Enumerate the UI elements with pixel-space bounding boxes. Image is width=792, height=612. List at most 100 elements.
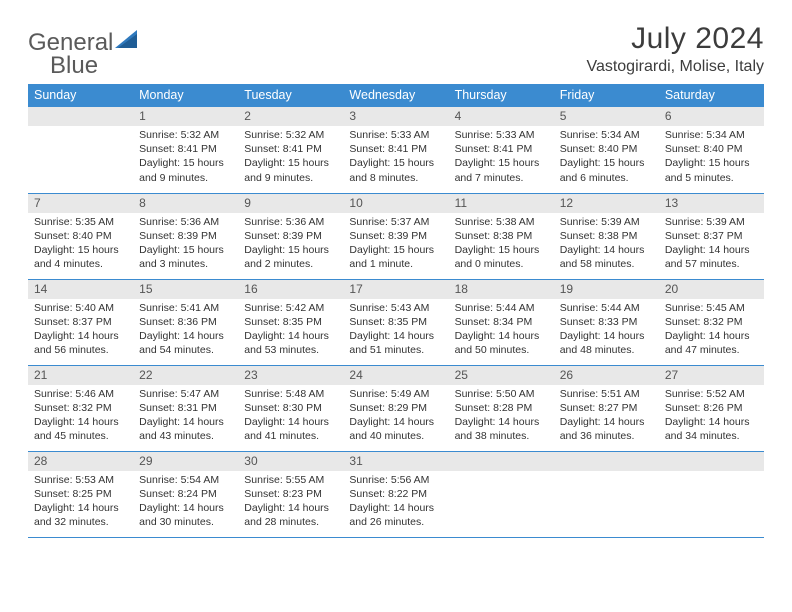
weekday-header: Saturday <box>659 84 764 107</box>
day-number: 27 <box>659 366 764 385</box>
day-number: 28 <box>28 452 133 471</box>
calendar-cell: 26Sunrise: 5:51 AMSunset: 8:27 PMDayligh… <box>554 365 659 451</box>
calendar-cell: 6Sunrise: 5:34 AMSunset: 8:40 PMDaylight… <box>659 107 764 193</box>
day-details: Sunrise: 5:42 AMSunset: 8:35 PMDaylight:… <box>238 299 343 362</box>
day-details: Sunrise: 5:32 AMSunset: 8:41 PMDaylight:… <box>238 126 343 189</box>
weekday-header: Friday <box>554 84 659 107</box>
weekday-header-row: SundayMondayTuesdayWednesdayThursdayFrid… <box>28 84 764 107</box>
location: Vastogirardi, Molise, Italy <box>586 58 764 76</box>
calendar-cell: 25Sunrise: 5:50 AMSunset: 8:28 PMDayligh… <box>449 365 554 451</box>
day-details: Sunrise: 5:35 AMSunset: 8:40 PMDaylight:… <box>28 213 133 276</box>
day-number: 6 <box>659 107 764 126</box>
day-details: Sunrise: 5:56 AMSunset: 8:22 PMDaylight:… <box>343 471 448 534</box>
day-details: Sunrise: 5:53 AMSunset: 8:25 PMDaylight:… <box>28 471 133 534</box>
day-details: Sunrise: 5:39 AMSunset: 8:37 PMDaylight:… <box>659 213 764 276</box>
calendar-cell: 12Sunrise: 5:39 AMSunset: 8:38 PMDayligh… <box>554 193 659 279</box>
day-details: Sunrise: 5:52 AMSunset: 8:26 PMDaylight:… <box>659 385 764 448</box>
header: General July 2024 Vastogirardi, Molise, … <box>28 22 764 76</box>
day-number-empty <box>659 452 764 471</box>
day-details: Sunrise: 5:32 AMSunset: 8:41 PMDaylight:… <box>133 126 238 189</box>
calendar-cell <box>449 451 554 537</box>
day-number: 20 <box>659 280 764 299</box>
calendar-row: 28Sunrise: 5:53 AMSunset: 8:25 PMDayligh… <box>28 451 764 537</box>
day-number: 10 <box>343 194 448 213</box>
day-details: Sunrise: 5:38 AMSunset: 8:38 PMDaylight:… <box>449 213 554 276</box>
day-number: 21 <box>28 366 133 385</box>
month-title: July 2024 <box>586 22 764 56</box>
day-number: 3 <box>343 107 448 126</box>
day-number: 24 <box>343 366 448 385</box>
day-number: 12 <box>554 194 659 213</box>
day-details: Sunrise: 5:36 AMSunset: 8:39 PMDaylight:… <box>133 213 238 276</box>
calendar-row: 1Sunrise: 5:32 AMSunset: 8:41 PMDaylight… <box>28 107 764 193</box>
calendar-row: 21Sunrise: 5:46 AMSunset: 8:32 PMDayligh… <box>28 365 764 451</box>
calendar-cell: 28Sunrise: 5:53 AMSunset: 8:25 PMDayligh… <box>28 451 133 537</box>
day-number: 9 <box>238 194 343 213</box>
calendar-cell: 8Sunrise: 5:36 AMSunset: 8:39 PMDaylight… <box>133 193 238 279</box>
calendar-cell: 21Sunrise: 5:46 AMSunset: 8:32 PMDayligh… <box>28 365 133 451</box>
day-number: 29 <box>133 452 238 471</box>
calendar-cell: 19Sunrise: 5:44 AMSunset: 8:33 PMDayligh… <box>554 279 659 365</box>
calendar-cell: 31Sunrise: 5:56 AMSunset: 8:22 PMDayligh… <box>343 451 448 537</box>
calendar-cell: 27Sunrise: 5:52 AMSunset: 8:26 PMDayligh… <box>659 365 764 451</box>
calendar-cell: 4Sunrise: 5:33 AMSunset: 8:41 PMDaylight… <box>449 107 554 193</box>
weekday-header: Thursday <box>449 84 554 107</box>
day-number: 15 <box>133 280 238 299</box>
day-number: 1 <box>133 107 238 126</box>
day-details: Sunrise: 5:50 AMSunset: 8:28 PMDaylight:… <box>449 385 554 448</box>
day-details: Sunrise: 5:44 AMSunset: 8:34 PMDaylight:… <box>449 299 554 362</box>
calendar-cell: 30Sunrise: 5:55 AMSunset: 8:23 PMDayligh… <box>238 451 343 537</box>
day-number: 7 <box>28 194 133 213</box>
calendar-cell: 15Sunrise: 5:41 AMSunset: 8:36 PMDayligh… <box>133 279 238 365</box>
day-details: Sunrise: 5:33 AMSunset: 8:41 PMDaylight:… <box>449 126 554 189</box>
day-details: Sunrise: 5:34 AMSunset: 8:40 PMDaylight:… <box>554 126 659 189</box>
calendar-row: 14Sunrise: 5:40 AMSunset: 8:37 PMDayligh… <box>28 279 764 365</box>
calendar-cell: 2Sunrise: 5:32 AMSunset: 8:41 PMDaylight… <box>238 107 343 193</box>
calendar-cell: 7Sunrise: 5:35 AMSunset: 8:40 PMDaylight… <box>28 193 133 279</box>
logo-text-2: Blue <box>50 52 98 80</box>
calendar-row: 7Sunrise: 5:35 AMSunset: 8:40 PMDaylight… <box>28 193 764 279</box>
day-details: Sunrise: 5:47 AMSunset: 8:31 PMDaylight:… <box>133 385 238 448</box>
day-number: 18 <box>449 280 554 299</box>
day-number: 30 <box>238 452 343 471</box>
calendar-cell: 5Sunrise: 5:34 AMSunset: 8:40 PMDaylight… <box>554 107 659 193</box>
calendar-cell: 23Sunrise: 5:48 AMSunset: 8:30 PMDayligh… <box>238 365 343 451</box>
day-number: 22 <box>133 366 238 385</box>
day-details: Sunrise: 5:43 AMSunset: 8:35 PMDaylight:… <box>343 299 448 362</box>
day-number-empty <box>28 107 133 126</box>
day-number: 19 <box>554 280 659 299</box>
calendar-cell: 13Sunrise: 5:39 AMSunset: 8:37 PMDayligh… <box>659 193 764 279</box>
day-details: Sunrise: 5:49 AMSunset: 8:29 PMDaylight:… <box>343 385 448 448</box>
day-number: 5 <box>554 107 659 126</box>
calendar-cell <box>659 451 764 537</box>
day-number: 25 <box>449 366 554 385</box>
day-number: 16 <box>238 280 343 299</box>
day-number: 31 <box>343 452 448 471</box>
day-number: 11 <box>449 194 554 213</box>
day-details: Sunrise: 5:33 AMSunset: 8:41 PMDaylight:… <box>343 126 448 189</box>
day-details: Sunrise: 5:46 AMSunset: 8:32 PMDaylight:… <box>28 385 133 448</box>
day-number: 23 <box>238 366 343 385</box>
calendar-body: 1Sunrise: 5:32 AMSunset: 8:41 PMDaylight… <box>28 107 764 537</box>
calendar-cell: 9Sunrise: 5:36 AMSunset: 8:39 PMDaylight… <box>238 193 343 279</box>
day-number: 13 <box>659 194 764 213</box>
day-details: Sunrise: 5:45 AMSunset: 8:32 PMDaylight:… <box>659 299 764 362</box>
calendar-cell: 29Sunrise: 5:54 AMSunset: 8:24 PMDayligh… <box>133 451 238 537</box>
weekday-header: Monday <box>133 84 238 107</box>
day-details: Sunrise: 5:36 AMSunset: 8:39 PMDaylight:… <box>238 213 343 276</box>
calendar-cell: 20Sunrise: 5:45 AMSunset: 8:32 PMDayligh… <box>659 279 764 365</box>
calendar-cell <box>554 451 659 537</box>
day-details: Sunrise: 5:41 AMSunset: 8:36 PMDaylight:… <box>133 299 238 362</box>
day-details: Sunrise: 5:44 AMSunset: 8:33 PMDaylight:… <box>554 299 659 362</box>
day-details: Sunrise: 5:39 AMSunset: 8:38 PMDaylight:… <box>554 213 659 276</box>
calendar-cell: 18Sunrise: 5:44 AMSunset: 8:34 PMDayligh… <box>449 279 554 365</box>
day-number: 2 <box>238 107 343 126</box>
day-details: Sunrise: 5:40 AMSunset: 8:37 PMDaylight:… <box>28 299 133 362</box>
calendar-cell: 16Sunrise: 5:42 AMSunset: 8:35 PMDayligh… <box>238 279 343 365</box>
calendar-cell: 24Sunrise: 5:49 AMSunset: 8:29 PMDayligh… <box>343 365 448 451</box>
weekday-header: Sunday <box>28 84 133 107</box>
day-details: Sunrise: 5:54 AMSunset: 8:24 PMDaylight:… <box>133 471 238 534</box>
logo-triangle-icon <box>115 28 141 57</box>
calendar-cell: 1Sunrise: 5:32 AMSunset: 8:41 PMDaylight… <box>133 107 238 193</box>
day-number: 4 <box>449 107 554 126</box>
